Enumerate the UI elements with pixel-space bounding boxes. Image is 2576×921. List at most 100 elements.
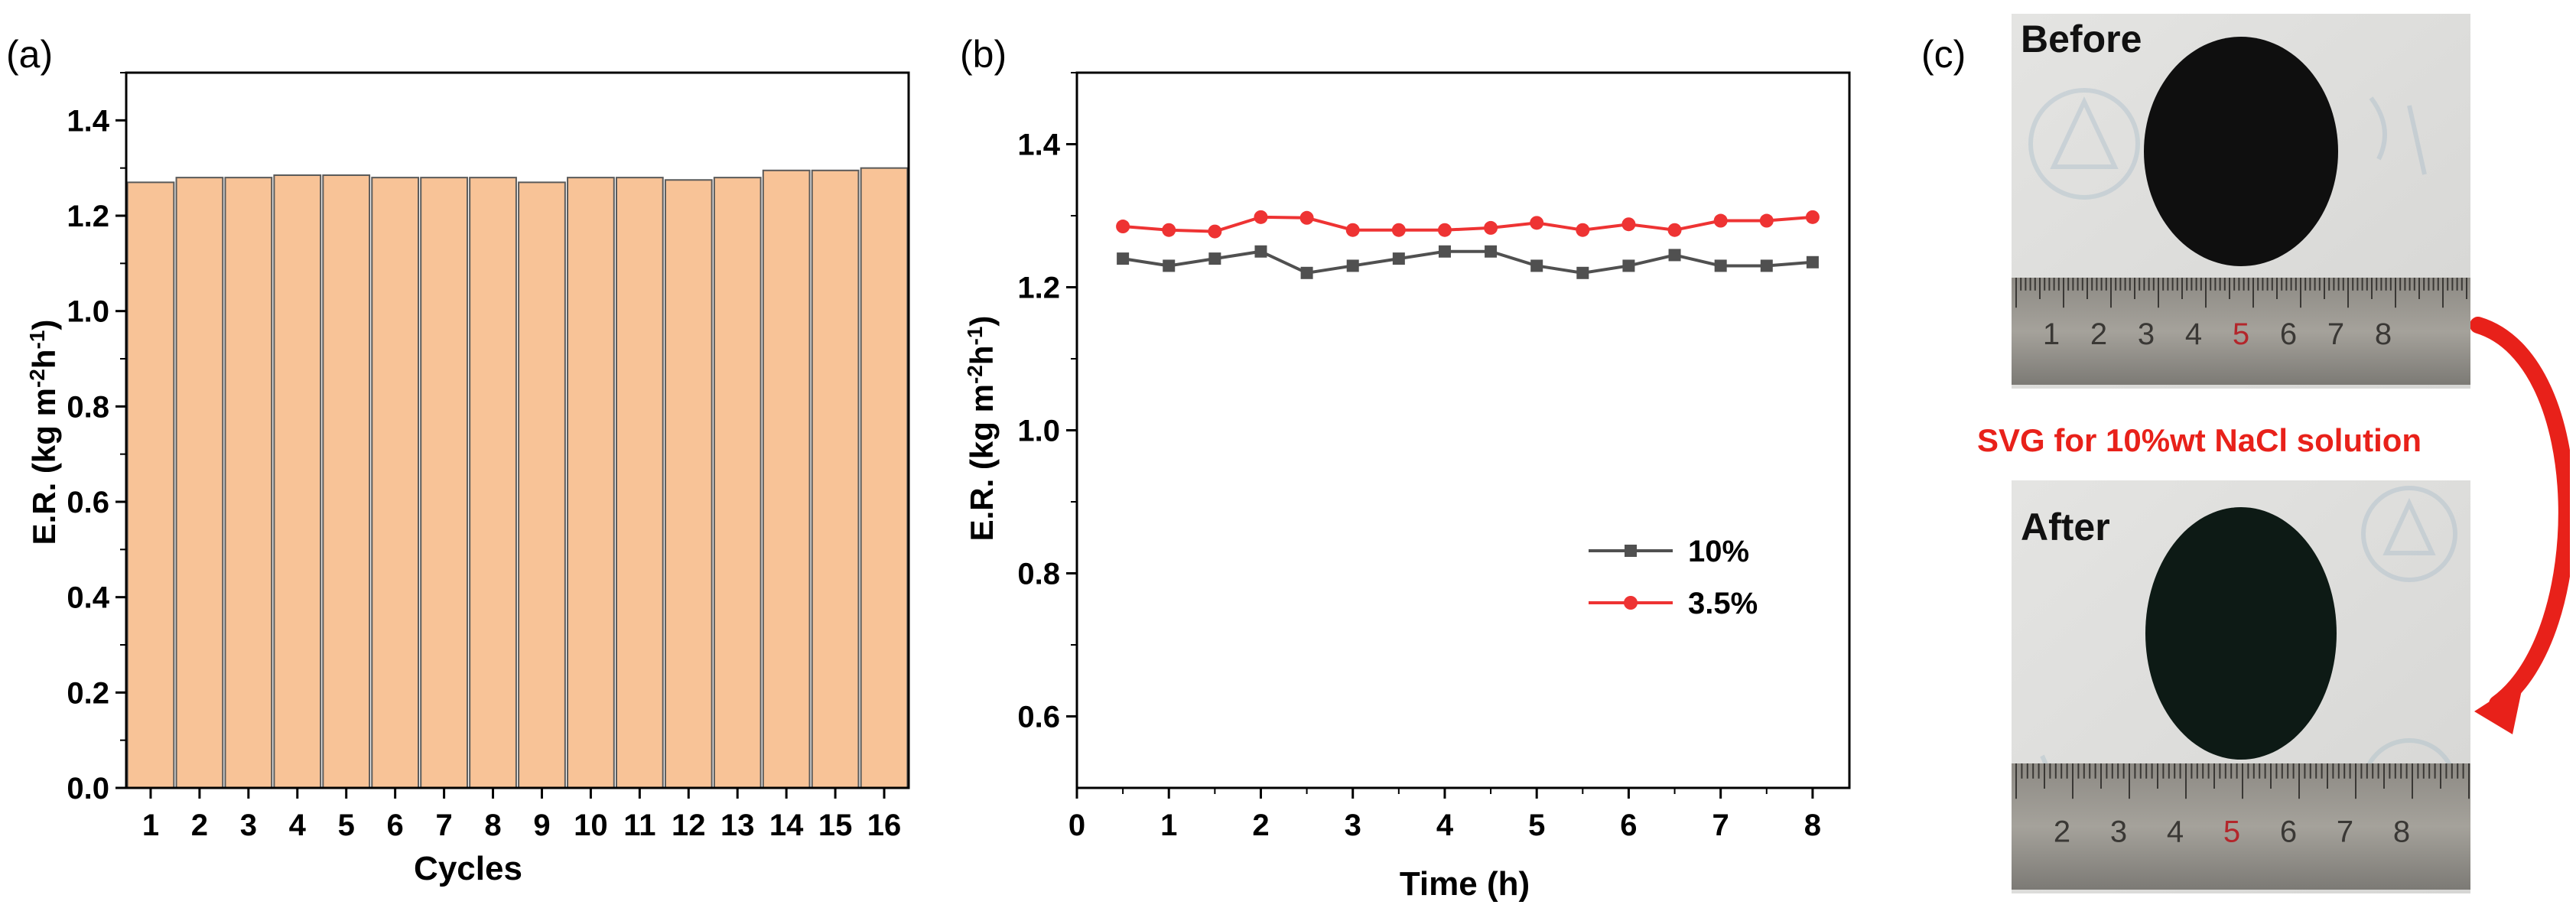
data-point <box>1714 259 1727 272</box>
ruler-number: 2 <box>2054 815 2070 848</box>
membrane-sample-after <box>2145 507 2337 760</box>
ruler-number: 7 <box>2327 317 2344 351</box>
data-point <box>1116 220 1130 234</box>
bar-cycle-15 <box>811 169 860 789</box>
ruler-number: 5 <box>2223 815 2240 848</box>
x-tick-label-14: 14 <box>769 809 804 842</box>
legend-marker <box>1625 545 1637 557</box>
x-tick-label-10: 10 <box>574 809 608 842</box>
x-tick-label-7: 7 <box>435 809 452 842</box>
data-point <box>1438 245 1451 258</box>
data-point <box>1117 252 1130 265</box>
plot-frame <box>1075 71 1851 789</box>
y-tick-label: 1.4 <box>67 104 109 138</box>
series-10% <box>1117 245 1819 279</box>
y-tick-label: 0.0 <box>67 772 109 805</box>
bar-cycle-1 <box>126 181 175 789</box>
x-tick-label-9: 9 <box>533 809 550 842</box>
bar-cycle-2 <box>175 177 224 789</box>
data-point <box>1530 216 1544 230</box>
data-point <box>1254 245 1267 258</box>
ruler-number: 2 <box>2090 317 2107 351</box>
ruler-number: 1 <box>2043 317 2060 351</box>
axes <box>125 71 910 789</box>
data-point <box>1437 223 1452 237</box>
x-tick-label-11: 11 <box>623 809 655 842</box>
x-axis-title: Time (h) <box>1400 865 1530 903</box>
bar-cycle-3 <box>224 177 273 789</box>
bar-cycle-8 <box>469 177 517 789</box>
x-tick-label-0: 0 <box>1068 809 1085 842</box>
data-point <box>1391 223 1406 237</box>
legend-label: 10% <box>1688 535 1749 568</box>
data-point <box>1713 213 1728 228</box>
data-point <box>1300 266 1313 279</box>
y-tick-label: 0.2 <box>67 676 109 710</box>
legend-item-10%: 10% <box>1589 535 1749 568</box>
data-point <box>1806 255 1819 268</box>
x-tick-label-3: 3 <box>1345 809 1361 842</box>
y-axis-title: E.R. (kg m-2h-1) <box>25 320 62 545</box>
ruler-number: 4 <box>2167 815 2184 848</box>
y-tick-label: 1.0 <box>67 295 109 329</box>
data-point <box>1576 223 1590 237</box>
y-tick-label: 0.6 <box>67 486 109 519</box>
series-line-10% <box>1122 249 1813 275</box>
legend-marker <box>1624 596 1638 610</box>
data-point <box>1163 259 1176 272</box>
x-tick-label-6: 6 <box>387 809 404 842</box>
y-tick-label: 0.6 <box>1017 701 1060 734</box>
data-point <box>1345 223 1360 237</box>
data-point <box>1622 259 1635 272</box>
data-point <box>1759 213 1774 228</box>
series-3.5% <box>1116 210 1820 239</box>
legend-label: 3.5% <box>1688 587 1758 620</box>
y-tick-label: 1.0 <box>1017 415 1060 448</box>
data-point <box>1760 259 1773 272</box>
ruler-bottom <box>2012 763 2470 890</box>
data-point <box>1667 223 1682 237</box>
x-tick-label-4: 4 <box>289 809 307 842</box>
arrow-head-icon <box>2474 679 2524 734</box>
bar-group <box>126 167 909 789</box>
x-tick-label-4: 4 <box>1436 809 1454 842</box>
y-tick-label: 1.2 <box>1017 272 1060 305</box>
legend-item-3.5%: 3.5% <box>1589 587 1758 620</box>
x-tick-label-1: 1 <box>1160 809 1177 842</box>
ruler-number: 5 <box>2233 317 2249 351</box>
bar-cycle-7 <box>420 177 468 789</box>
x-tick-label-6: 6 <box>1620 809 1637 842</box>
y-tick-label: 0.4 <box>67 581 109 615</box>
y-tick-label: 1.4 <box>1017 129 1060 162</box>
axes <box>1075 71 1851 789</box>
series-group <box>1116 210 1820 279</box>
data-point <box>1254 210 1268 224</box>
ruler-number: 4 <box>2185 317 2202 351</box>
data-point <box>1668 249 1681 262</box>
y-tick-label: 0.8 <box>1017 558 1060 591</box>
ruler-number: 6 <box>2280 815 2297 848</box>
data-point <box>1208 252 1221 265</box>
bar-cycle-11 <box>615 177 664 789</box>
before-label: Before <box>2021 18 2142 60</box>
x-tick-label-8: 8 <box>484 809 501 842</box>
watermark-logo <box>2028 88 2427 200</box>
data-point <box>1299 210 1314 225</box>
x-tick-label-7: 7 <box>1712 809 1729 842</box>
x-tick-label-2: 2 <box>1252 809 1269 842</box>
x-tick-label-1: 1 <box>142 809 159 842</box>
ruler-ticks <box>2015 763 2470 799</box>
bar-cycle-13 <box>713 177 762 789</box>
x-tick-label-5: 5 <box>338 809 355 842</box>
membrane-sample-before <box>2144 37 2338 266</box>
ticks: 1 2 3 4 5 6 7 8 9 10 11 12 13 14 15 160.00.20.40.60.81.… <box>67 72 901 842</box>
plot-frame <box>125 71 910 789</box>
x-tick-label-13: 13 <box>720 809 755 842</box>
data-point <box>1484 220 1498 235</box>
bar-cycle-5 <box>322 174 371 789</box>
x-tick-label-8: 8 <box>1804 809 1821 842</box>
data-point <box>1621 217 1636 232</box>
ruler-number: 8 <box>2393 815 2410 848</box>
